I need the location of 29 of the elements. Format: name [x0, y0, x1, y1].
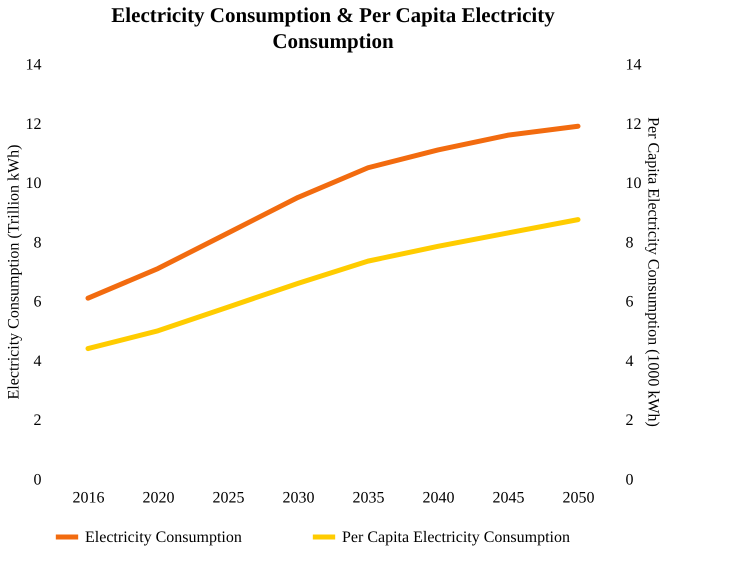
- x-tick-label: 2025: [212, 490, 244, 506]
- chart-title: Electricity Consumption & Per Capita Electricity Consumption: [111, 3, 556, 53]
- x-tick-label: 2035: [352, 490, 384, 506]
- y-tick-label: 12: [26, 116, 42, 133]
- y2-tick-label: 2: [626, 412, 634, 430]
- y-tick-label: 14: [26, 56, 42, 74]
- x-tick-label: 2045: [492, 490, 524, 506]
- x-tick-label: 2050: [562, 490, 594, 506]
- y-axis-title: Electricity Consumption (Trillion kWh): [6, 144, 22, 400]
- y2-axis-title: Per Capita Electricity Consumption (1000 kWh): [644, 117, 662, 427]
- legend-label: Per Capita Electricity Consumption: [342, 529, 570, 546]
- y-tick-label: 4: [34, 352, 42, 370]
- y2-tick-label: 0: [626, 472, 634, 488]
- y-tick-label: 10: [26, 175, 42, 192]
- y-tick-label: 6: [34, 294, 42, 311]
- y2-tick-label: 10: [626, 175, 642, 192]
- y2-tick-label: 6: [626, 294, 634, 311]
- x-tick-label: 2030: [282, 490, 314, 506]
- y2-tick-label: 8: [626, 234, 634, 252]
- y2-tick-label: 4: [626, 352, 634, 370]
- x-tick-label: 2016: [72, 490, 104, 506]
- legend-label: Electricity Consumption: [85, 529, 242, 546]
- x-tick-label: 2040: [422, 490, 454, 506]
- y2-tick-label: 14: [626, 56, 642, 74]
- y-tick-label: 8: [34, 234, 42, 252]
- x-tick-label: 2020: [142, 490, 174, 506]
- y2-tick-label: 12: [626, 116, 642, 133]
- y-tick-label: 0: [34, 472, 42, 488]
- y-tick-label: 2: [34, 412, 42, 430]
